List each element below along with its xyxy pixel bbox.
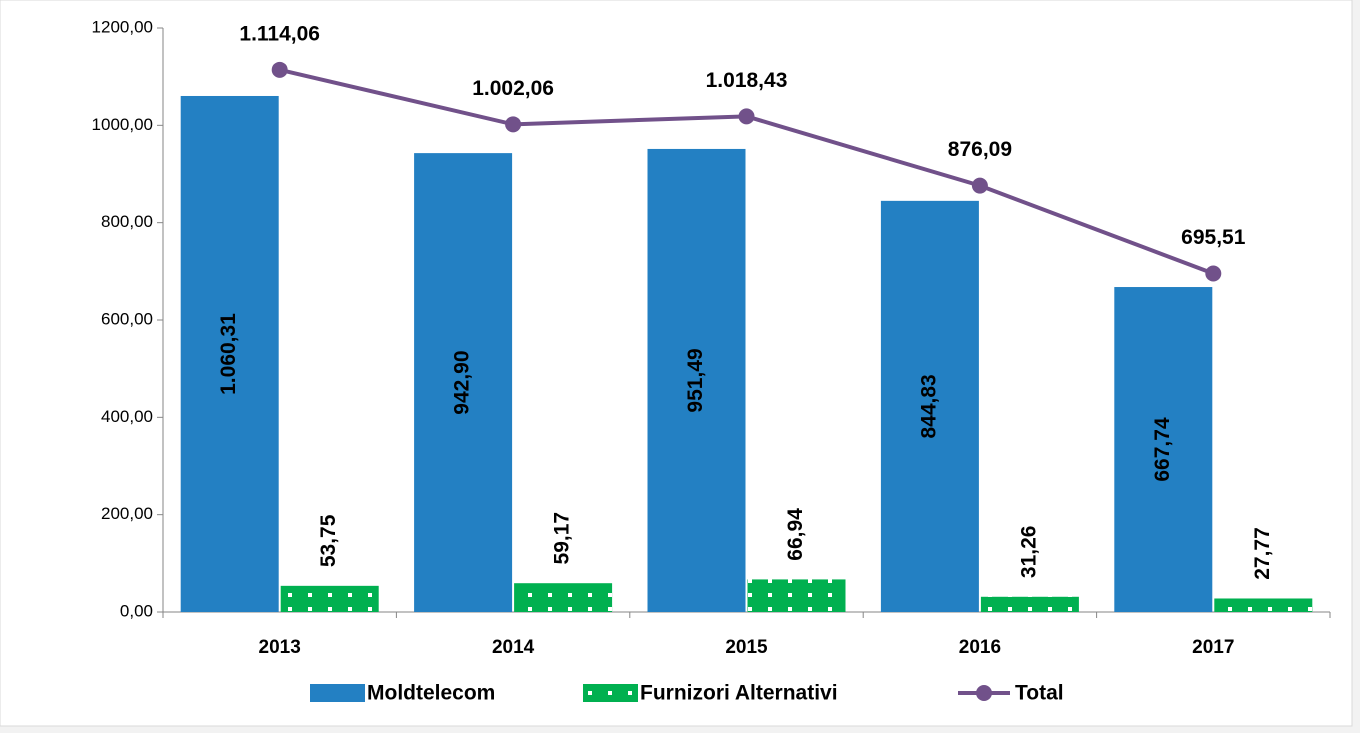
line-point: [971, 177, 988, 194]
line-point: [505, 116, 522, 133]
y-tick-label: 600,00: [101, 309, 153, 328]
data-label: 1.114,06: [239, 22, 320, 45]
bar: [647, 148, 746, 612]
data-label: 951,49: [684, 348, 707, 412]
data-label: 31,26: [1017, 526, 1040, 579]
line-point: [738, 108, 755, 125]
x-tick-label: 2014: [492, 637, 535, 658]
bar: [880, 200, 979, 612]
bar: [280, 585, 379, 612]
x-tick-label: 2013: [259, 637, 301, 658]
y-tick-label: 1000,00: [92, 115, 153, 134]
y-tick-label: 400,00: [101, 407, 153, 426]
bar: [980, 596, 1079, 612]
y-tick-label: 200,00: [101, 504, 153, 523]
data-label: 942,90: [451, 350, 474, 414]
line-point: [271, 61, 288, 78]
bar: [1214, 598, 1313, 612]
x-tick-label: 2015: [725, 637, 768, 658]
y-tick-label: 1200,00: [92, 17, 153, 36]
legend-swatch: [583, 684, 638, 702]
data-label: 695,51: [1181, 226, 1246, 249]
data-label: 876,09: [948, 138, 1012, 161]
legend-label: Furnizori Alternativi: [640, 682, 838, 705]
data-label: 59,17: [551, 512, 574, 565]
bar: [514, 583, 613, 612]
data-label: 53,75: [317, 514, 340, 567]
y-tick-label: 0,00: [120, 601, 153, 620]
bar: [1114, 287, 1213, 612]
data-label: 667,74: [1151, 417, 1174, 482]
y-tick-label: 800,00: [101, 212, 153, 231]
data-label: 844,83: [917, 374, 940, 438]
data-label: 66,94: [784, 508, 807, 561]
legend-label: Total: [1015, 682, 1064, 705]
legend-swatch: [976, 685, 992, 701]
x-tick-label: 2016: [959, 637, 1001, 658]
x-tick-label: 2017: [1192, 637, 1234, 658]
data-label: 1.060,31: [217, 313, 240, 395]
bar: [180, 95, 279, 612]
line-point: [1205, 265, 1222, 282]
data-label: 1.002,06: [472, 77, 554, 100]
data-label: 1.018,43: [706, 69, 788, 92]
legend-swatch: [310, 684, 365, 702]
bar: [414, 153, 513, 612]
legend-label: Moldtelecom: [367, 682, 495, 705]
data-label: 27,77: [1251, 527, 1274, 580]
bar: [747, 579, 846, 612]
